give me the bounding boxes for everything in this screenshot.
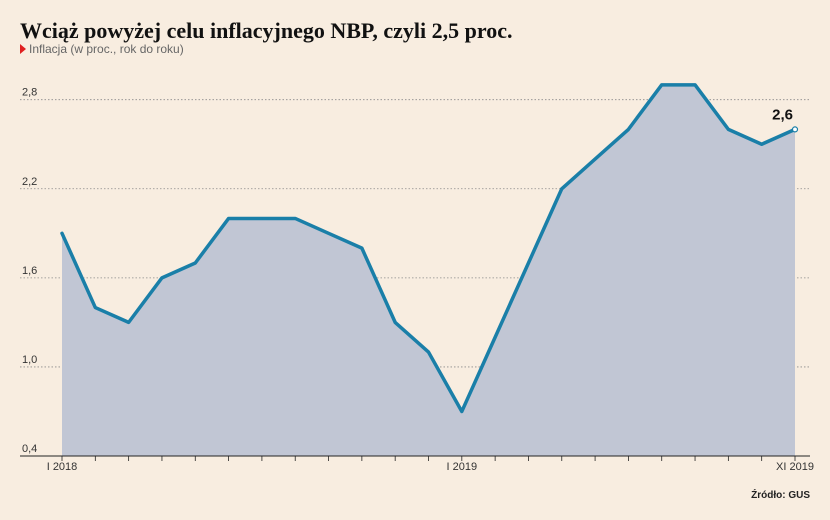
data-point [294, 217, 297, 220]
data-point [693, 83, 697, 87]
data-point [160, 276, 164, 280]
x-tick-label: I 2019 [447, 461, 478, 473]
last-value-label: 2,6 [772, 106, 793, 123]
data-point [627, 128, 630, 131]
chart-subtitle: Inflacja (w proc., rok do roku) [20, 42, 184, 56]
data-point [260, 217, 264, 220]
data-point [460, 410, 464, 413]
y-tick-label: 1,0 [22, 354, 37, 366]
x-tick-label: I 2018 [47, 461, 78, 473]
data-point [527, 261, 530, 265]
data-point [560, 187, 563, 190]
subtitle-text: Inflacja (w proc., rok do roku) [29, 42, 184, 56]
data-point [393, 321, 397, 324]
data-point [194, 261, 197, 265]
y-tick-label: 1,6 [22, 265, 37, 277]
y-tick-label: 2,8 [22, 87, 37, 99]
y-tick-label: 0,4 [22, 443, 37, 455]
data-point [327, 232, 330, 235]
data-point [493, 336, 497, 339]
data-point [427, 350, 430, 354]
data-point [127, 321, 130, 324]
data-point [227, 217, 230, 220]
x-tick-label: XI 2019 [776, 461, 814, 473]
data-point [660, 83, 663, 87]
triangle-marker-icon [20, 44, 26, 54]
data-point [593, 157, 597, 161]
data-point [727, 128, 730, 131]
source-note: Źródło: GUS [751, 490, 810, 501]
data-point [94, 306, 97, 309]
last-point-marker [791, 126, 799, 133]
data-point [60, 232, 64, 235]
data-point [760, 143, 763, 146]
y-tick-label: 2,2 [22, 176, 37, 188]
data-point [360, 246, 364, 250]
chart-title: Wciąż powyżej celu inflacyjnego NBP, czy… [20, 18, 513, 43]
series-area [62, 84, 795, 456]
